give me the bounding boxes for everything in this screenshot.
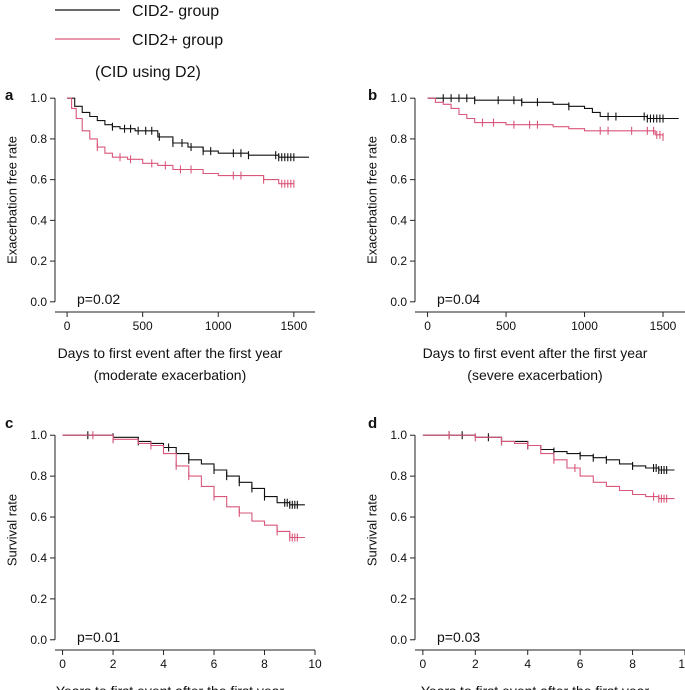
x-tick-label: 8	[629, 657, 636, 671]
x-tick-label: 2	[110, 657, 117, 671]
km-curve-pos	[62, 434, 305, 539]
y-tick-label: 0.0	[390, 633, 407, 647]
panel-label: c	[5, 415, 13, 432]
y-tick-label: 0.8	[30, 469, 47, 483]
y-tick-label: 0.0	[30, 295, 47, 309]
legend-label-neg: CID2- group	[132, 3, 219, 20]
panels: a0.00.20.40.60.81.00 500 1000 1500Exacerbat…	[4, 87, 685, 690]
km-curve-neg	[427, 97, 679, 120]
y-axis-label: Survival rate	[364, 494, 379, 566]
y-tick-label: 1.0	[30, 91, 47, 105]
x-axis-label: Years to first event after the first yea…	[421, 683, 650, 690]
y-tick-label: 1.0	[30, 428, 47, 442]
x-tick-label: 1000	[205, 319, 232, 333]
km-curve-pos	[67, 97, 294, 185]
x-tick-label: 500	[133, 319, 153, 333]
x-tick-label: 1000	[571, 319, 598, 333]
y-tick-label: 0.4	[30, 551, 47, 565]
x-tick-label: 1500	[280, 319, 307, 333]
y-tick-label: 0.6	[30, 173, 47, 187]
legend: CID2- group CID2+ group (CID using D2)	[55, 3, 223, 81]
x-tick-label: 0	[59, 657, 66, 671]
km-curve-pos	[427, 97, 664, 137]
x-tick-label: 6	[211, 657, 218, 671]
x-tick-label: 0	[420, 657, 427, 671]
y-tick-label: 0.2	[30, 592, 47, 606]
chart-panel-b: b 0.0 0.2 0.4 0.6 0.8 1.0 0 500 1000 1500 Exacerbat…	[364, 87, 685, 383]
y-tick-label: 0.0	[390, 295, 407, 309]
x-axis-sublabel: (severe exacerbation)	[467, 367, 602, 383]
y-tick-label: 1.0	[390, 428, 407, 442]
x-tick-label: 8	[261, 657, 268, 671]
panel-label: b	[368, 87, 377, 104]
x-tick-label: 10	[678, 657, 685, 671]
y-tick-label: 0.4	[390, 213, 407, 227]
km-curve-pos	[422, 434, 675, 500]
km-curve-neg	[62, 434, 305, 506]
x-axis-label: Years to first event after the first yea…	[56, 683, 285, 690]
y-tick-label: 0.6	[30, 510, 47, 524]
chart-panel-c: c 0.0 0.2 0.4 0.6 0.8 1.0 0 2 4 6 8 10 Survival rate Y…	[4, 415, 322, 690]
y-tick-label: 0.2	[390, 254, 407, 268]
p-value-label: p=0.03	[437, 629, 480, 645]
x-tick-label: 1500	[650, 319, 677, 333]
chart-panel-d: d 0.0 0.2 0.4 0.6 0.8 1.0 0 2 4 6 8 10 Survival rate Y…	[364, 415, 685, 690]
panel-label: a	[5, 87, 14, 104]
legend-subtitle: (CID using D2)	[95, 64, 201, 81]
p-value-label: p=0.04	[437, 291, 480, 307]
km-curve-neg	[67, 97, 309, 158]
y-tick-label: 0.2	[30, 254, 47, 268]
p-value-label: p=0.01	[77, 629, 120, 645]
y-tick-label: 0.8	[390, 132, 407, 146]
y-tick-label: 0.8	[390, 469, 407, 483]
y-tick-label: 0.6	[390, 173, 407, 187]
legend-label-pos: CID2+ group	[132, 32, 223, 49]
y-tick-label: 1.0	[390, 91, 407, 105]
x-tick-label: 500	[496, 319, 516, 333]
x-tick-label: 4	[524, 657, 531, 671]
y-tick-label: 0.2	[390, 592, 407, 606]
y-axis-label: Survival rate	[4, 494, 19, 566]
km-curve-neg	[422, 434, 675, 471]
panel-label: d	[368, 415, 377, 432]
x-axis-sublabel: (moderate exacerbation)	[94, 367, 247, 383]
y-tick-label: 0.8	[30, 132, 47, 146]
x-tick-label: 2	[472, 657, 479, 671]
p-value-label: p=0.02	[77, 291, 120, 307]
y-axis-label: Exacerbation free rate	[364, 136, 379, 264]
x-axis-label: Days to first event after the first year	[58, 345, 283, 361]
x-tick-label: 4	[160, 657, 167, 671]
y-tick-label: 0.6	[390, 510, 407, 524]
x-tick-label: 0	[424, 319, 431, 333]
y-axis-label: Exacerbation free rate	[4, 136, 19, 264]
y-tick-label: 0.4	[30, 213, 47, 227]
chart-panel-a: a 0.0 0.2 0.4 0.6 0.8 1.0 0 500 1000 1500 Exacerbat…	[4, 87, 315, 383]
y-tick-label: 0.4	[390, 551, 407, 565]
x-tick-label: 0	[64, 319, 71, 333]
x-tick-label: 10	[308, 657, 322, 671]
y-tick-label: 0.0	[30, 633, 47, 647]
x-axis-label: Days to first event after the first year	[423, 345, 648, 361]
x-tick-label: 6	[577, 657, 584, 671]
